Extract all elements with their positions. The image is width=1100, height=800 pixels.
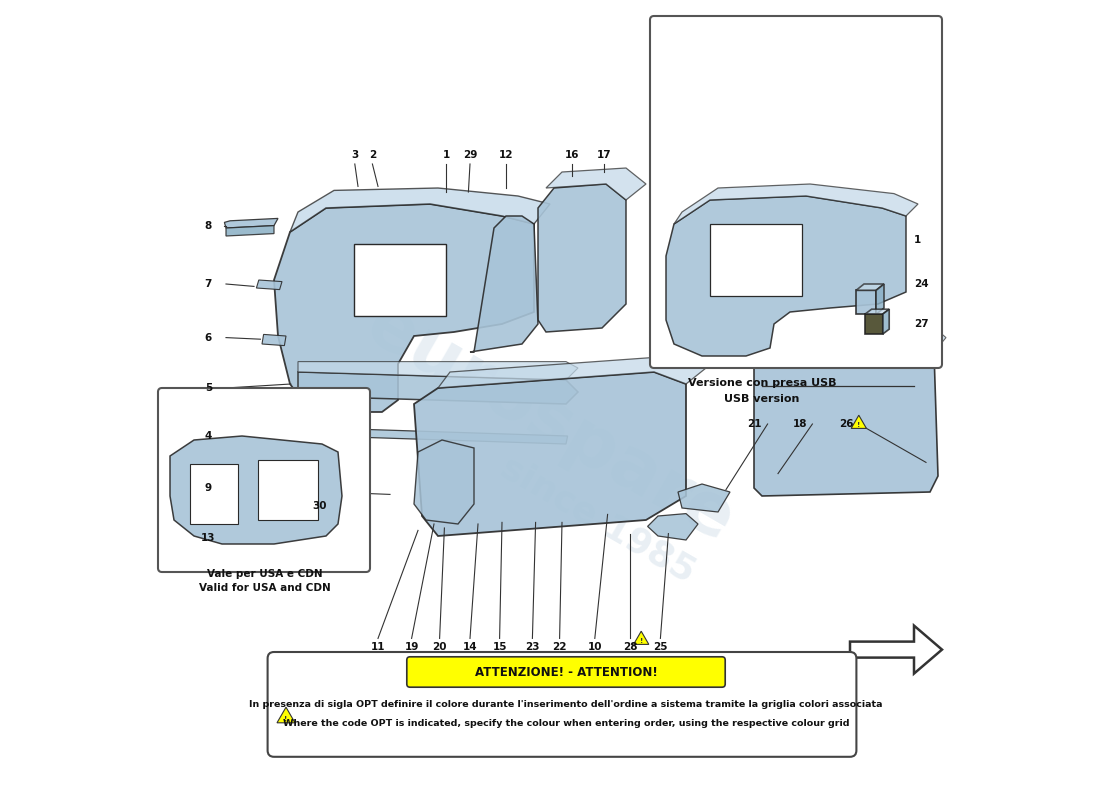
Text: 21: 21 [748,419,762,429]
Polygon shape [277,707,295,723]
Text: 14: 14 [463,642,477,653]
Text: 15: 15 [493,642,507,653]
Text: 18: 18 [792,419,807,429]
Polygon shape [224,218,278,228]
Text: 28: 28 [623,642,637,653]
Polygon shape [256,280,282,290]
Text: Valid for USA and CDN: Valid for USA and CDN [198,583,330,594]
Polygon shape [470,216,538,352]
Polygon shape [274,204,534,412]
Text: 25: 25 [653,642,668,653]
Polygon shape [866,310,889,314]
Text: 6: 6 [205,333,212,342]
Text: 11: 11 [371,642,385,653]
Text: Vale per USA e CDN: Vale per USA e CDN [207,569,322,579]
Polygon shape [710,224,802,296]
Text: 13: 13 [201,534,216,543]
Text: 5: 5 [205,383,212,393]
Text: ATTENZIONE! - ATTENTION!: ATTENZIONE! - ATTENTION! [474,666,658,678]
Text: 16: 16 [564,150,579,160]
Text: 22: 22 [552,642,567,653]
Text: USB version: USB version [724,394,800,404]
Polygon shape [170,436,342,544]
FancyBboxPatch shape [650,16,942,368]
Polygon shape [226,226,274,236]
Text: 3: 3 [351,150,359,160]
Polygon shape [851,415,867,429]
Polygon shape [678,484,730,512]
Text: 24: 24 [914,279,928,289]
Polygon shape [883,310,889,334]
Polygon shape [438,356,706,388]
Polygon shape [666,196,906,356]
Text: 23: 23 [525,642,540,653]
Text: 12: 12 [498,150,514,160]
Polygon shape [290,188,550,232]
FancyBboxPatch shape [407,657,725,687]
Text: eurospare: eurospare [353,290,747,558]
Text: 19: 19 [405,642,419,653]
Polygon shape [754,340,938,496]
Polygon shape [414,440,474,524]
Text: 2: 2 [368,150,376,160]
Polygon shape [258,460,318,520]
Text: 17: 17 [597,150,612,160]
Text: 20: 20 [432,642,447,653]
Text: 10: 10 [587,642,602,653]
Text: In presenza di sigla OPT definire il colore durante l'inserimento dell'ordine a : In presenza di sigla OPT definire il col… [250,700,882,710]
Polygon shape [866,314,883,334]
Polygon shape [762,324,946,352]
FancyBboxPatch shape [158,388,370,572]
Polygon shape [322,428,568,444]
Text: 8: 8 [205,221,212,230]
Polygon shape [190,464,238,524]
Polygon shape [262,334,286,346]
Polygon shape [298,372,578,404]
Polygon shape [538,184,626,332]
Polygon shape [354,244,446,316]
Polygon shape [634,631,649,645]
Text: 30: 30 [312,501,327,510]
Polygon shape [648,514,698,540]
Polygon shape [674,184,918,224]
FancyBboxPatch shape [267,652,857,757]
Text: !: ! [639,638,642,644]
Polygon shape [414,372,686,536]
Text: 7: 7 [205,279,212,289]
Text: 1: 1 [914,235,922,245]
Polygon shape [850,626,942,674]
Polygon shape [856,284,884,290]
Text: 1: 1 [442,150,450,160]
Text: !: ! [857,422,860,428]
Text: 27: 27 [914,319,928,329]
Polygon shape [298,362,578,380]
Polygon shape [876,284,884,314]
Text: since 1985: since 1985 [495,450,701,590]
Text: 29: 29 [463,150,477,160]
Text: 9: 9 [205,483,212,493]
Text: Where the code OPT is indicated, specify the colour when entering order, using t: Where the code OPT is indicated, specify… [283,718,849,728]
Text: 26: 26 [838,419,854,429]
Polygon shape [546,168,646,200]
Text: Versione con presa USB: Versione con presa USB [688,378,836,388]
Text: 4: 4 [205,431,212,441]
Text: !: ! [285,716,287,722]
Polygon shape [856,290,876,314]
